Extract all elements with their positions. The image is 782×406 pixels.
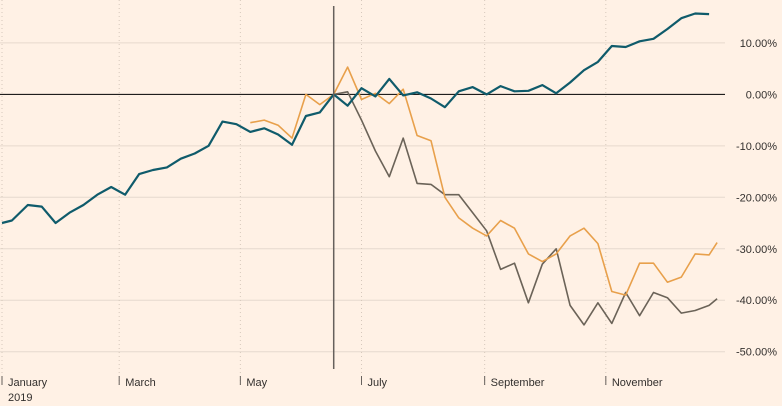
x-tick-label: July — [368, 377, 388, 389]
y-tick-label: -40.00% — [736, 295, 777, 307]
y-tick-label: -30.00% — [736, 244, 777, 256]
x-axis-ticks: January March May July September November — [1, 376, 663, 389]
series-line-grey — [333, 91, 718, 326]
x-tick-label: January — [8, 377, 48, 389]
x-tick-label: March — [125, 377, 156, 389]
x-tick-label: September — [491, 377, 545, 389]
x-tick-label: November — [612, 377, 663, 389]
y-tick-label: -10.00% — [736, 141, 777, 153]
y-tick-label: -20.00% — [736, 192, 777, 204]
series-line-teal — [1, 12, 710, 225]
series-lines — [1, 12, 718, 326]
x-tick-label: May — [246, 377, 267, 389]
gridlines — [0, 42, 725, 353]
y-axis-ticks: 10.00% 0.00% -10.00% -20.00% -30.00% -40.00% -… — [736, 38, 777, 359]
y-tick-label: 0.00% — [746, 89, 777, 101]
x-axis-year-label: 2019 — [8, 392, 32, 404]
x-gridlines — [1, 0, 607, 385]
y-tick-label: 10.00% — [740, 38, 778, 50]
y-tick-label: -50.00% — [736, 347, 777, 359]
series-line-orange — [250, 66, 718, 296]
